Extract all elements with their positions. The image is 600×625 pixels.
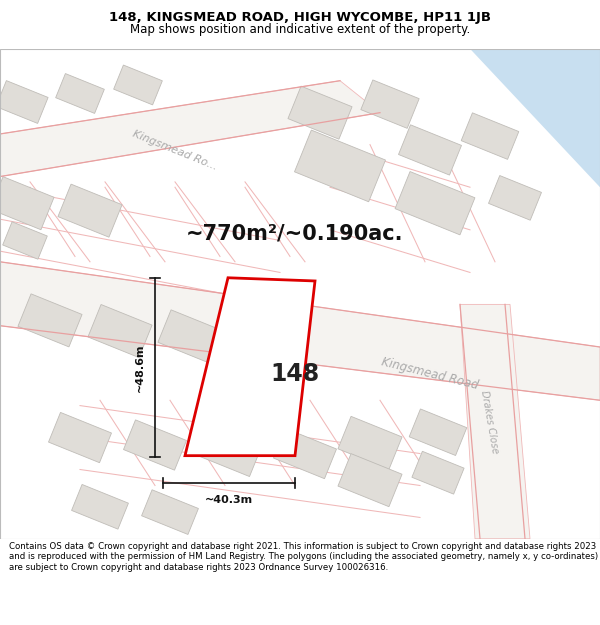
Text: ~770m²/~0.190ac.: ~770m²/~0.190ac. bbox=[186, 223, 404, 243]
Polygon shape bbox=[0, 177, 54, 230]
Polygon shape bbox=[142, 490, 199, 534]
Polygon shape bbox=[274, 428, 337, 479]
Polygon shape bbox=[88, 304, 152, 358]
Polygon shape bbox=[409, 409, 467, 456]
Polygon shape bbox=[49, 412, 112, 462]
Polygon shape bbox=[0, 81, 48, 123]
Polygon shape bbox=[56, 74, 104, 113]
Text: Drakes Close: Drakes Close bbox=[479, 389, 500, 454]
Polygon shape bbox=[71, 484, 128, 529]
Polygon shape bbox=[0, 81, 380, 177]
Polygon shape bbox=[460, 304, 530, 539]
Polygon shape bbox=[233, 316, 286, 361]
Polygon shape bbox=[395, 171, 475, 235]
Text: 148: 148 bbox=[271, 362, 320, 386]
Polygon shape bbox=[124, 420, 187, 470]
Text: Contains OS data © Crown copyright and database right 2021. This information is : Contains OS data © Crown copyright and d… bbox=[9, 542, 598, 572]
Polygon shape bbox=[338, 416, 402, 469]
Polygon shape bbox=[338, 454, 402, 507]
Polygon shape bbox=[412, 451, 464, 494]
Polygon shape bbox=[295, 130, 386, 202]
Polygon shape bbox=[361, 80, 419, 128]
Text: ~48.6m: ~48.6m bbox=[135, 343, 145, 391]
Polygon shape bbox=[488, 176, 541, 220]
Polygon shape bbox=[113, 65, 163, 105]
Text: Kingsmead Road: Kingsmead Road bbox=[380, 355, 480, 392]
Polygon shape bbox=[199, 426, 262, 476]
Text: Kingsmead Ro...: Kingsmead Ro... bbox=[131, 128, 219, 171]
Polygon shape bbox=[398, 125, 461, 175]
Polygon shape bbox=[461, 113, 519, 159]
Polygon shape bbox=[158, 310, 222, 363]
Polygon shape bbox=[288, 86, 352, 139]
Text: 148, KINGSMEAD ROAD, HIGH WYCOMBE, HP11 1JB: 148, KINGSMEAD ROAD, HIGH WYCOMBE, HP11 … bbox=[109, 11, 491, 24]
Polygon shape bbox=[185, 278, 315, 456]
Polygon shape bbox=[3, 222, 47, 259]
Polygon shape bbox=[58, 184, 122, 238]
Polygon shape bbox=[18, 294, 82, 347]
Text: Map shows position and indicative extent of the property.: Map shows position and indicative extent… bbox=[130, 23, 470, 36]
Polygon shape bbox=[470, 49, 600, 187]
Text: ~40.3m: ~40.3m bbox=[205, 496, 253, 506]
Polygon shape bbox=[0, 262, 600, 400]
